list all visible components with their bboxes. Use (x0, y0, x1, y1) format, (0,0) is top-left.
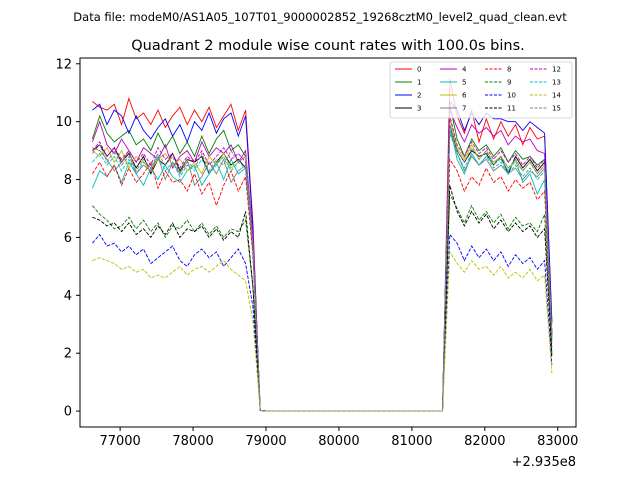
series-line-8 (92, 157, 553, 412)
series-line-14 (92, 250, 553, 412)
legend-label-0: 0 (417, 66, 421, 74)
y-tick-label: 0 (64, 405, 72, 420)
legend-label-14: 14 (552, 92, 561, 100)
series-line-2 (92, 100, 553, 412)
series-line-4 (91, 109, 553, 412)
y-tick-label: 12 (55, 57, 72, 72)
plot-lines (91, 78, 553, 412)
legend-label-6: 6 (462, 92, 467, 100)
legend-label-2: 2 (417, 92, 421, 100)
series-line-11 (92, 185, 553, 412)
y-axis: 0 2 4 6 8 10 12 (55, 57, 80, 420)
chart-title: Quadrant 2 module wise count rates with … (131, 38, 525, 54)
x-tick-label: 81000 (391, 434, 432, 449)
y-tick-label: 2 (64, 347, 72, 362)
legend-label-4: 4 (462, 66, 467, 74)
legend-label-3: 3 (417, 105, 421, 113)
y-tick-label: 4 (64, 289, 72, 304)
legend-label-11: 11 (507, 105, 516, 113)
legend-label-1: 1 (417, 79, 421, 87)
series-line-6 (92, 118, 553, 412)
y-tick-label: 10 (55, 115, 72, 130)
legend-label-12: 12 (552, 66, 561, 74)
series-line-12 (92, 115, 553, 412)
series-line-10 (92, 233, 553, 412)
legend-label-9: 9 (507, 79, 511, 87)
series-line-7 (92, 130, 553, 412)
series-line-3 (92, 124, 553, 412)
series-line-13 (92, 133, 553, 412)
y-tick-label: 8 (64, 173, 72, 188)
x-tick-label: 82000 (464, 434, 505, 449)
legend-label-15: 15 (552, 105, 561, 113)
x-tick-label: 79000 (245, 434, 286, 449)
series-line-9 (92, 193, 553, 412)
x-tick-label: 80000 (318, 434, 359, 449)
header-text: Data file: modeM0/AS1A05_107T01_90000028… (73, 10, 567, 24)
legend-label-7: 7 (462, 105, 466, 113)
x-tick-label: 77000 (99, 434, 140, 449)
x-tick-label: 83000 (537, 434, 578, 449)
legend-label-5: 5 (462, 79, 466, 87)
y-tick-label: 6 (64, 231, 72, 246)
legend-box (389, 61, 573, 119)
x-offset-label: +2.935e8 (512, 455, 576, 470)
plot-frame (79, 57, 577, 428)
series-line-1 (91, 104, 553, 412)
series-line-0 (92, 78, 553, 412)
x-tick-label: 78000 (172, 434, 213, 449)
legend-label-10: 10 (507, 92, 516, 100)
series-line-5 (91, 124, 553, 412)
legend-label-8: 8 (507, 66, 511, 74)
x-axis: 77000 78000 79000 80000 81000 82000 83000 (99, 427, 578, 449)
legend-label-13: 13 (552, 79, 561, 87)
